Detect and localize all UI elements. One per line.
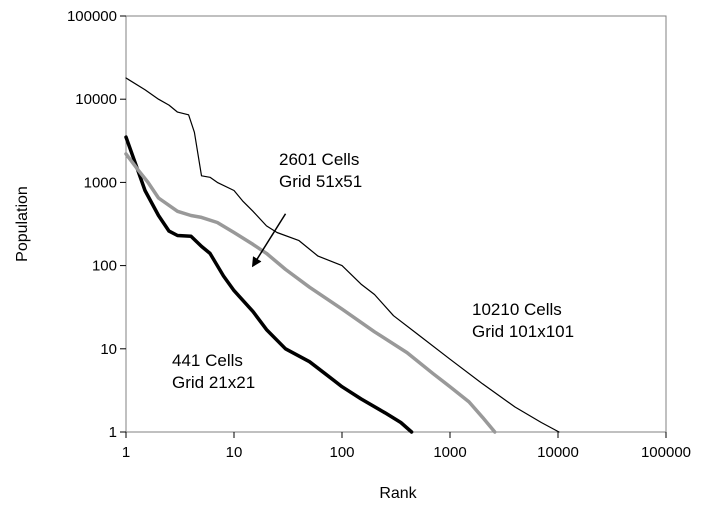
- annotation-grid51-line1: 2601 Cells: [279, 150, 359, 169]
- x-tick-label: 10000: [537, 444, 579, 461]
- y-tick-label: 1: [109, 424, 117, 441]
- series-line-grid51: [124, 152, 497, 434]
- annotation-grid51-line2: Grid 51x51: [279, 172, 362, 191]
- series-line-grid21: [124, 135, 414, 434]
- y-tick-label: 1000: [84, 174, 117, 191]
- x-tick-label: 1: [122, 444, 130, 461]
- x-tick-label: 100000: [641, 444, 691, 461]
- plot-area: [125, 15, 667, 433]
- x-axis: 1 10 100 1000 10000 100000: [122, 432, 691, 461]
- annotation-grid21-line2: Grid 21x21: [172, 373, 255, 392]
- annotation-grid21: 441 Cells Grid 21x21: [172, 351, 255, 392]
- series-line-grid101: [125, 77, 560, 433]
- annotation-grid101-line2: Grid 101x101: [472, 322, 574, 341]
- y-axis-title: Population: [14, 186, 31, 262]
- annotation-grid51: 2601 Cells Grid 51x51: [279, 150, 364, 191]
- x-tick-label: 1000: [433, 444, 466, 461]
- y-tick-label: 10000: [75, 91, 117, 108]
- x-tick-label: 10: [226, 444, 243, 461]
- annotation-grid21-line1: 441 Cells: [172, 351, 243, 370]
- x-tick-label: 100: [329, 444, 354, 461]
- y-tick-label: 10: [100, 341, 117, 358]
- series-layer: [124, 77, 560, 434]
- y-axis: 1 10 100 1000 10000 100000: [67, 8, 126, 441]
- x-axis-title: Rank: [379, 485, 417, 502]
- y-tick-label: 100000: [67, 8, 117, 25]
- y-tick-label: 100: [92, 258, 117, 275]
- annotation-arrow: [251, 213, 287, 268]
- annotation-grid101: 10210 Cells Grid 101x101: [472, 300, 574, 341]
- annotation-grid101-line1: 10210 Cells: [472, 300, 562, 319]
